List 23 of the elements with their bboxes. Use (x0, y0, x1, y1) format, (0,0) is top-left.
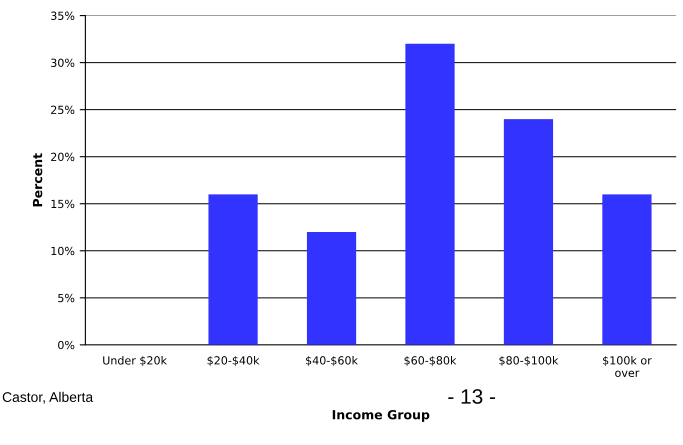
bar (306, 232, 356, 345)
x-axis-title: Income Group (332, 410, 430, 422)
text: - 13 - (448, 389, 496, 404)
bar (602, 194, 652, 345)
y-tick-label: 20% (51, 152, 74, 162)
x-tick-label: Under $20k (103, 356, 167, 366)
x-tick-label: $80-$100k (499, 356, 558, 366)
x-tick-label: $100k or over (603, 356, 652, 378)
y-tick-label: 35% (51, 12, 74, 20)
y-axis-title: Percent (32, 153, 42, 206)
text: Castor, Alberta (2, 392, 94, 404)
bar (504, 119, 554, 345)
y-tick-label: 10% (51, 246, 74, 256)
x-tick-label: $40-$60k (306, 356, 358, 366)
y-tick-label: 15% (51, 200, 74, 208)
y-tick-label: 5% (58, 294, 74, 302)
y-tick-label: 25% (51, 106, 74, 114)
x-tick-label: $20-$40k (208, 356, 260, 366)
x-tick-label: $60-$80k (404, 356, 456, 366)
y-tick-label: 0% (58, 340, 74, 350)
bar (208, 194, 258, 345)
y-tick-label: 30% (51, 58, 74, 67)
bar (405, 44, 455, 345)
